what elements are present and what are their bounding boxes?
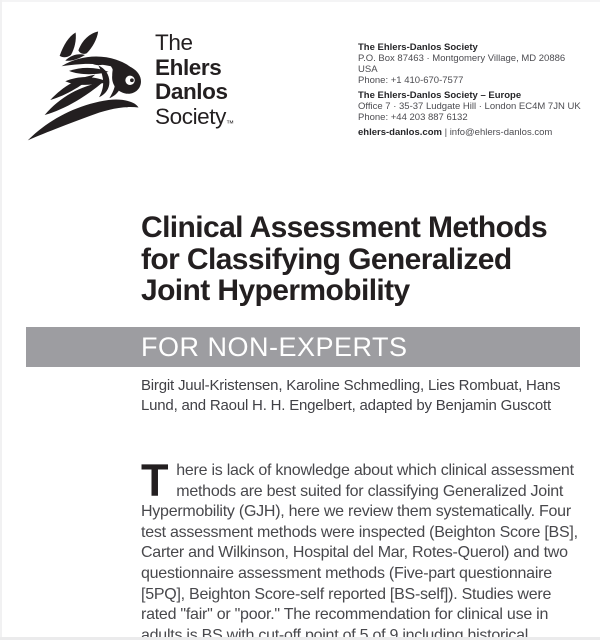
contact-web-line: ehlers-danlos.com | info@ehlers-danlos.c…: [358, 127, 583, 138]
title-line-1: Clinical Assessment Methods: [141, 211, 548, 244]
page-edge-bottom: [0, 637, 600, 640]
audience-banner: FOR NON-EXPERTS: [26, 327, 580, 367]
contact-us-office: The Ehlers-Danlos Society P.O. Box 87463…: [358, 42, 583, 86]
contact-europe-phone: Phone: +44 203 887 6132: [358, 112, 468, 123]
article-body: There is lack of knowledge about which c…: [141, 455, 582, 640]
authors-line-2: Lund, and Raoul H. H. Engelbert, adapted…: [141, 397, 551, 414]
wordmark-line-the: The: [155, 30, 193, 55]
website-text: ehlers-danlos.com: [358, 127, 442, 138]
article-title: Clinical Assessment Methods for Classify…: [141, 212, 600, 307]
wordmark-society-text: Society: [155, 103, 226, 129]
page-edge-top: [0, 0, 600, 2]
trademark-symbol: ™: [225, 118, 234, 128]
zebra-head-icon: [27, 31, 141, 141]
page-edge-left: [0, 0, 2, 640]
contact-europe-name: The Ehlers-Danlos Society – Europe: [358, 90, 522, 101]
contact-us-name: The Ehlers-Danlos Society: [358, 42, 478, 53]
audience-banner-label: FOR NON-EXPERTS: [141, 332, 408, 362]
contact-block: The Ehlers-Danlos Society P.O. Box 87463…: [358, 42, 583, 138]
wordmark-line-danlos: Danlos: [155, 79, 228, 104]
contact-europe-address: Office 7 · 35-37 Ludgate Hill · London E…: [358, 101, 581, 112]
title-line-3: Joint Hypermobility: [141, 274, 410, 308]
abstract-paragraph: There is lack of knowledge about which c…: [141, 455, 578, 640]
logo-wordmark: The Ehlers Danlos Society™: [155, 30, 234, 137]
email-text: | info@ehlers-danlos.com: [441, 127, 553, 138]
contact-us-phone: Phone: +1 410-670-7577: [358, 75, 464, 86]
authors-line-1: Birgit Juul-Kristensen, Karoline Schmedl…: [141, 377, 561, 394]
contact-europe-office: The Ehlers-Danlos Society – Europe Offic…: [358, 90, 583, 123]
wordmark-line-ehlers: Ehlers: [155, 54, 222, 80]
contact-us-address: P.O. Box 87463 · Montgomery Village, MD …: [358, 53, 566, 75]
authors-byline: Birgit Juul-Kristensen, Karoline Schmedl…: [141, 376, 586, 416]
title-line-2: for Classifying Generalized: [141, 242, 512, 276]
wordmark-line-society: Society™: [155, 103, 234, 137]
